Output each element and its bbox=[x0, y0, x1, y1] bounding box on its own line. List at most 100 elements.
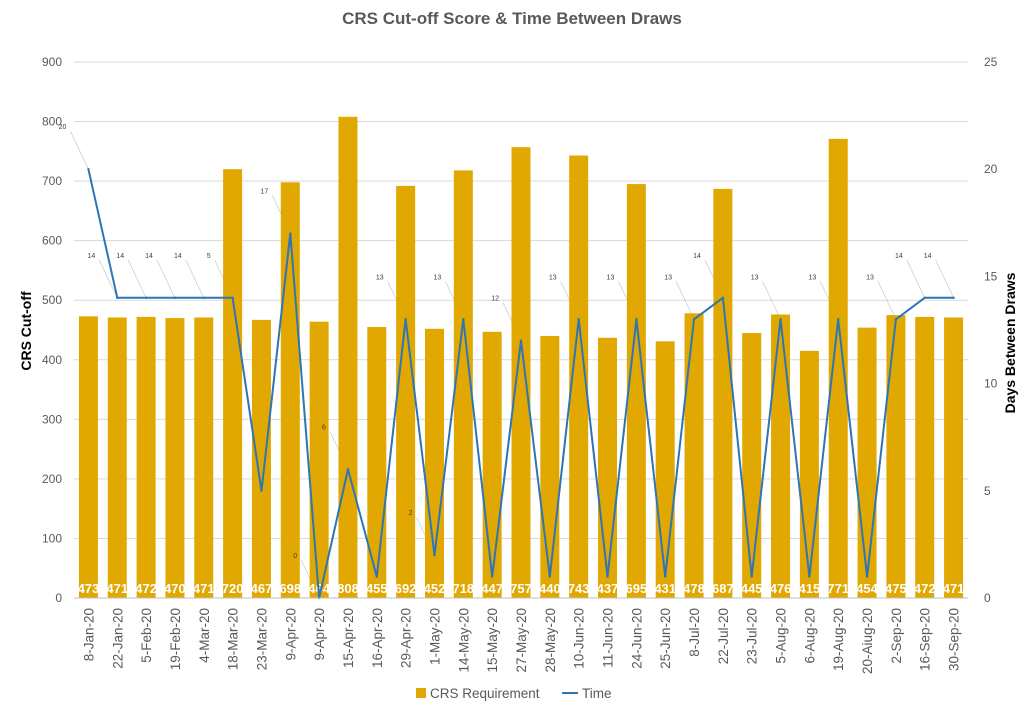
x-tick-label: 22-Jul-20 bbox=[716, 608, 731, 664]
line-point-label: 13 bbox=[808, 274, 816, 281]
legend: CRS Requirement Time bbox=[416, 686, 612, 701]
bar bbox=[626, 184, 646, 599]
bar-value-label: 447 bbox=[481, 581, 503, 596]
line-point bbox=[519, 339, 523, 342]
y-tick-label: 900 bbox=[42, 55, 62, 69]
x-tick-label: 10-Jun-20 bbox=[572, 608, 587, 669]
leader-line bbox=[70, 131, 89, 170]
x-tick-label: 14-May-20 bbox=[456, 608, 471, 673]
bar bbox=[107, 317, 127, 598]
leader-line bbox=[127, 259, 147, 298]
leader-line bbox=[98, 259, 118, 298]
line-point-label: 13 bbox=[751, 274, 759, 281]
line-point bbox=[548, 575, 552, 578]
bar-value-label: 445 bbox=[741, 581, 763, 596]
x-tick-label: 1-May-20 bbox=[427, 608, 442, 665]
line-point-label: 2 bbox=[409, 510, 413, 517]
bar-value-label: 743 bbox=[568, 581, 590, 596]
bar bbox=[251, 319, 271, 598]
line-point bbox=[433, 553, 436, 557]
x-tick-label: 19-Feb-20 bbox=[168, 608, 183, 670]
y-tick-label: 300 bbox=[42, 412, 62, 426]
line-point-label: 12 bbox=[491, 296, 499, 303]
x-tick-label: 5-Aug-20 bbox=[774, 608, 789, 664]
line-point bbox=[375, 575, 379, 578]
bar bbox=[713, 188, 733, 598]
leader-line bbox=[156, 259, 176, 298]
bar-value-label: 471 bbox=[943, 581, 965, 596]
x-tick-label: 23-Mar-20 bbox=[254, 608, 269, 670]
line-point bbox=[894, 318, 898, 321]
bar bbox=[915, 316, 935, 598]
bar bbox=[569, 155, 589, 598]
bar-value-label: 478 bbox=[683, 581, 705, 596]
y2-axis-ticks: 0 5 10 15 20 25 bbox=[984, 55, 998, 605]
bar-series bbox=[78, 116, 964, 599]
bar-value-label: 454 bbox=[856, 581, 878, 596]
line-point bbox=[952, 296, 955, 300]
line-point-label: 0 bbox=[293, 553, 297, 560]
line-point bbox=[779, 318, 782, 321]
x-tick-label: 23-Jul-20 bbox=[745, 608, 760, 664]
y2-axis-label: Days Between Draws bbox=[1002, 272, 1018, 413]
bar bbox=[367, 327, 387, 598]
x-tick-label: 25-Jun-20 bbox=[658, 608, 673, 669]
legend-line-label: Time bbox=[582, 686, 612, 701]
bar-value-label: 415 bbox=[799, 581, 821, 596]
bar bbox=[396, 185, 416, 598]
y-tick-label: 500 bbox=[42, 293, 62, 307]
bar-value-label: 467 bbox=[251, 581, 273, 596]
line-point-label: 14 bbox=[174, 253, 182, 260]
bar-value-label: 808 bbox=[337, 581, 359, 596]
bar-value-label: 692 bbox=[395, 581, 417, 596]
bar-value-label: 437 bbox=[597, 581, 619, 596]
x-tick-label: 16-Apr-20 bbox=[370, 608, 385, 668]
bar-value-label: 475 bbox=[885, 581, 907, 596]
line-point bbox=[837, 318, 840, 321]
leader-line bbox=[762, 281, 781, 320]
bar bbox=[511, 147, 531, 599]
bar-value-label: 718 bbox=[452, 581, 474, 596]
bar bbox=[540, 335, 560, 598]
x-tick-label: 6-Aug-20 bbox=[802, 608, 817, 664]
bar bbox=[453, 170, 473, 598]
bar-value-label: 472 bbox=[135, 581, 157, 596]
line-point bbox=[260, 489, 263, 492]
line-point bbox=[144, 296, 148, 300]
bar-value-label: 470 bbox=[164, 581, 186, 596]
y-tick-label: 700 bbox=[42, 174, 62, 188]
y-tick-label: 100 bbox=[42, 531, 62, 545]
x-tick-label: 30-Sep-20 bbox=[947, 608, 962, 671]
line-point bbox=[577, 318, 580, 321]
bar bbox=[742, 332, 762, 598]
x-tick-label: 9-Apr-20 bbox=[283, 608, 298, 661]
bar-value-label: 440 bbox=[539, 581, 561, 596]
y-axis-ticks: 0 100 200 300 400 500 600 700 800 900 bbox=[42, 55, 62, 605]
line-point bbox=[750, 575, 753, 578]
line-point-labels: 20 14 14 14 14 5 17 0 6 13 2 13 12 13 13 13 14 13 13 13 14 14 bbox=[59, 124, 932, 560]
bar-value-label: 452 bbox=[424, 581, 446, 596]
line-point-label: 13 bbox=[376, 274, 384, 281]
line-point-label: 13 bbox=[607, 274, 615, 281]
line-series bbox=[87, 168, 955, 600]
y2-tick-label: 25 bbox=[984, 55, 998, 69]
leader-line bbox=[935, 259, 954, 298]
x-axis-ticks: 8-Jan-20 22-Jan-20 5-Feb-20 19-Feb-20 4-Mar-… bbox=[81, 608, 961, 674]
x-tick-label: 8-Jul-20 bbox=[687, 608, 702, 657]
line-point-label: 14 bbox=[693, 253, 701, 260]
bar bbox=[424, 328, 444, 598]
y-axis-label: CRS Cut-off bbox=[18, 291, 34, 371]
x-tick-label: 18-Mar-20 bbox=[226, 608, 241, 670]
line-point-label: 14 bbox=[116, 253, 124, 260]
bar bbox=[771, 314, 791, 598]
line-point-label: 17 bbox=[260, 189, 268, 196]
bar bbox=[655, 341, 675, 598]
y2-tick-label: 15 bbox=[984, 269, 998, 283]
leader-line bbox=[877, 281, 897, 320]
line-point bbox=[865, 575, 869, 578]
bar-value-label: 464 bbox=[308, 581, 330, 596]
legend-bar-label: CRS Requirement bbox=[430, 686, 540, 701]
line-point bbox=[606, 575, 609, 578]
line-point bbox=[289, 232, 292, 235]
